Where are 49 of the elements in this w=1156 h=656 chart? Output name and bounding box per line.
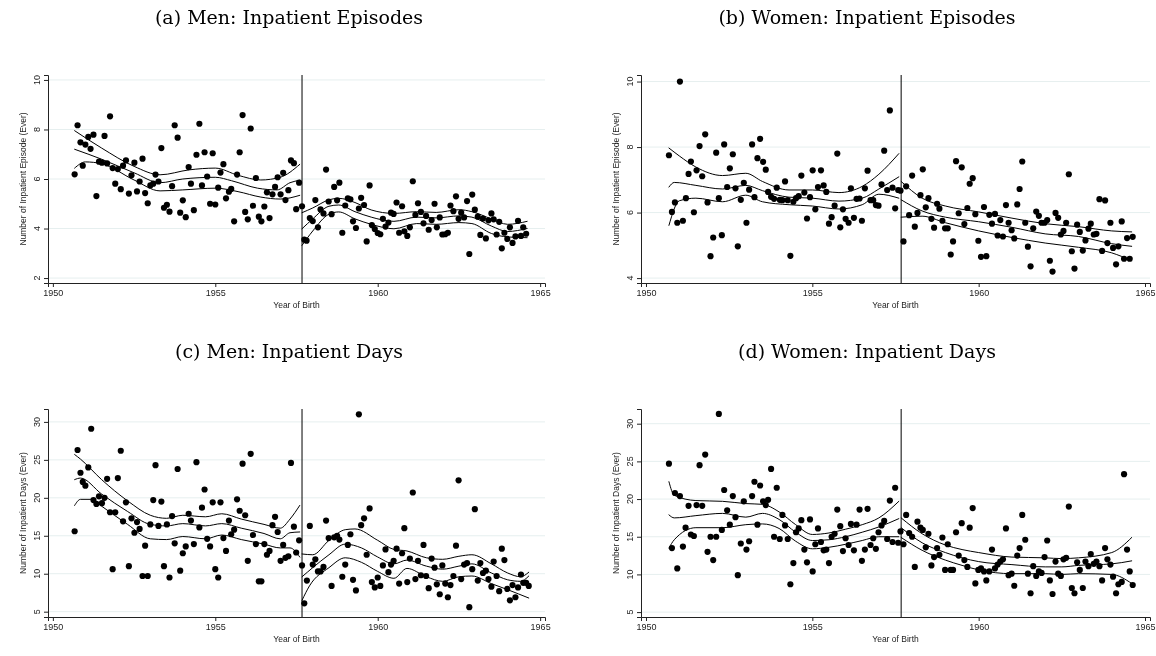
x-tick-label: 1950 [43,622,64,633]
y-tick-label: 15 [625,531,635,542]
x-tick-label: 1955 [802,288,823,299]
x-axis-title: Year of Birth [273,634,320,644]
y-tick-label: 25 [625,456,635,467]
y-tick-label: 20 [32,492,42,503]
x-tick-label: 1965 [530,622,551,633]
y-tick-label: 10 [32,74,42,85]
x-tick-label: 1950 [636,288,657,299]
x-axis-title: Year of Birth [872,634,919,644]
x-tick-label: 1955 [205,288,226,299]
x-tick-label: 1960 [368,288,389,299]
x-tick-label: 1965 [530,288,551,299]
y-axis-title: Number of Inpatient Days (Ever) [18,451,28,574]
x-axis-title: Year of Birth [872,300,919,310]
y-tick-label: 15 [32,530,42,541]
y-tick-label: 5 [625,609,635,615]
y-tick-label: 10 [625,76,635,87]
y-tick-label: 6 [625,210,635,216]
x-axis-title: Year of Birth [273,300,320,310]
x-tick-label: 1965 [1135,288,1156,299]
x-tick-label: 1965 [1135,622,1156,633]
y-tick-label: 4 [32,226,42,232]
x-tick-label: 1960 [969,622,990,633]
x-tick-label: 1960 [368,622,389,633]
y-tick-label: 25 [32,454,42,465]
x-tick-label: 1955 [802,622,823,633]
y-tick-label: 30 [625,418,635,429]
x-tick-label: 1955 [205,622,226,633]
y-axis-title: Number of Inpatient Episode (Ever) [611,112,621,246]
y-tick-label: 4 [625,275,635,281]
y-tick-label: 6 [32,176,42,182]
y-tick-label: 5 [32,609,42,615]
chart-title: (d) Women: Inpatient Days [738,340,996,362]
chart-title: (a) Men: Inpatient Episodes [154,6,424,28]
y-tick-label: 30 [32,416,42,427]
chart-title: (b) Women: Inpatient Episodes [718,6,1016,28]
x-tick-label: 1950 [43,288,64,299]
y-tick-label: 10 [625,569,635,580]
y-tick-label: 20 [625,494,635,505]
x-tick-label: 1950 [636,622,657,633]
y-axis-title: Number of Inpatient Episode (Ever) [18,112,28,246]
y-axis-title: Number of Inpatient Days (Ever) [611,451,621,574]
y-tick-label: 8 [32,126,42,132]
chart-title: (c) Men: Inpatient Days [174,340,404,362]
y-tick-label: 2 [32,275,42,281]
x-tick-label: 1960 [969,288,990,299]
y-tick-label: 8 [625,144,635,150]
y-tick-label: 10 [32,568,42,579]
